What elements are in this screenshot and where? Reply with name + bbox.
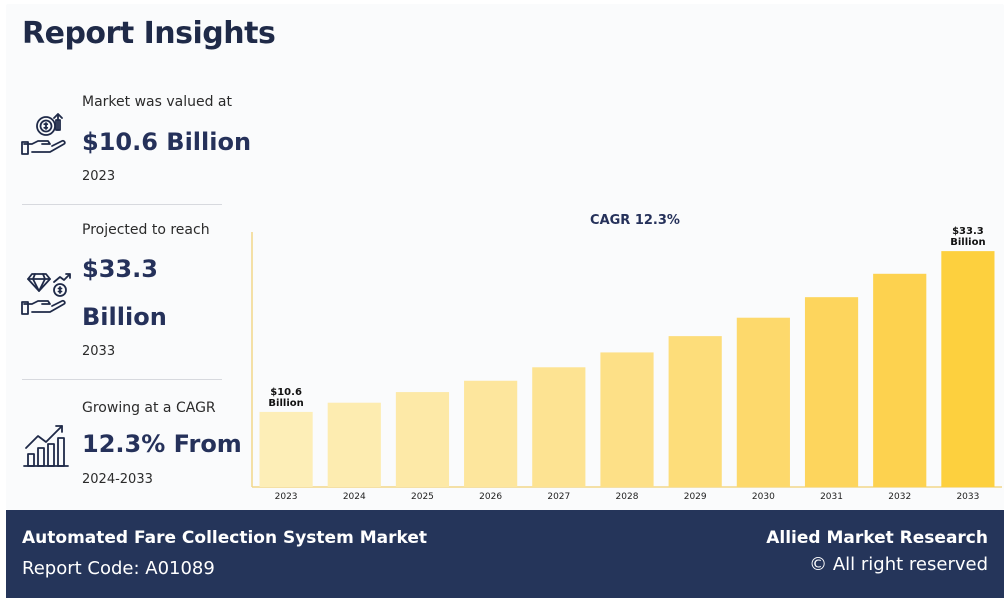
market-name: Automated Fare Collection System Market (22, 528, 427, 548)
bar-value-label: Billion (950, 237, 985, 248)
x-tick-label: 2026 (479, 492, 502, 502)
page-title: Report Insights (22, 16, 276, 51)
money-hand-icon (20, 108, 74, 162)
stat-value: $10.6 Billion (82, 128, 252, 156)
bar-value-label: $33.3 (952, 226, 984, 237)
stat-cagr: Growing at a CAGR 12.3% From 2024-2033 (20, 398, 242, 498)
bar-chart: CAGR 12.3% 2023 2024 2025 2026 2027 2028 2029 2… (251, 213, 1002, 502)
footer-bar: Automated Fare Collection System Market … (6, 510, 1004, 598)
bar-2030 (736, 317, 790, 487)
x-tick-label: 2031 (820, 492, 843, 502)
bar-2031 (804, 297, 859, 487)
bar-2027 (532, 367, 586, 487)
stat-year: 2033 (82, 344, 116, 359)
stat-value-line-2: Billion (82, 303, 167, 331)
bar-2024 (327, 402, 381, 487)
stat-year: 2023 (82, 169, 116, 184)
bar-2026 (464, 380, 518, 487)
bar-2033 (941, 251, 995, 487)
stat-market-value: Market was valued at $10.6 Billion 2023 (20, 92, 251, 192)
x-tick-label: 2028 (616, 492, 639, 502)
stat-label: Projected to reach (82, 222, 210, 238)
bar-2025 (395, 392, 450, 487)
bars-group (259, 251, 995, 487)
stat-year: 2024-2033 (82, 472, 153, 487)
x-tick-label: 2032 (888, 492, 911, 502)
stat-projected-value: Projected to reach $33.3 Billion 2033 (20, 220, 222, 366)
bar-value-label: Billion (268, 398, 303, 409)
x-tick-label: 2023 (275, 492, 298, 502)
growth-chart-icon (20, 418, 74, 472)
x-tick-label: 2024 (343, 492, 366, 502)
x-tick-label: 2033 (956, 492, 979, 502)
copyright-text: © All right reserved (809, 554, 988, 575)
diamond-hand-icon (20, 268, 74, 322)
stat-value: 12.3% From (82, 430, 242, 458)
bar-2028 (600, 352, 654, 487)
brand-name: Allied Market Research (766, 528, 988, 548)
x-tick-label: 2029 (684, 492, 707, 502)
x-tick-label: 2025 (411, 492, 434, 502)
bar-2032 (873, 273, 927, 487)
bar-2023 (259, 411, 313, 487)
bar-2029 (668, 336, 722, 487)
x-tick-label: 2027 (547, 492, 570, 502)
chart-title: CAGR 12.3% (590, 213, 680, 228)
stat-value-line-1: $33.3 (82, 255, 158, 283)
x-tick-label: 2030 (752, 492, 775, 502)
bar-chart-area: CAGR 12.3% 2023 2024 2025 2026 2027 2028 2029 2… (251, 213, 1002, 502)
divider (22, 379, 222, 380)
stat-label: Market was valued at (82, 94, 232, 110)
stat-label: Growing at a CAGR (82, 400, 216, 416)
bar-value-label: $10.6 (270, 387, 302, 398)
x-tick-labels: 2023 2024 2025 2026 2027 2028 2029 2030 2031 2032… (275, 492, 980, 502)
report-code: Report Code: A01089 (22, 558, 215, 579)
divider (22, 204, 222, 205)
